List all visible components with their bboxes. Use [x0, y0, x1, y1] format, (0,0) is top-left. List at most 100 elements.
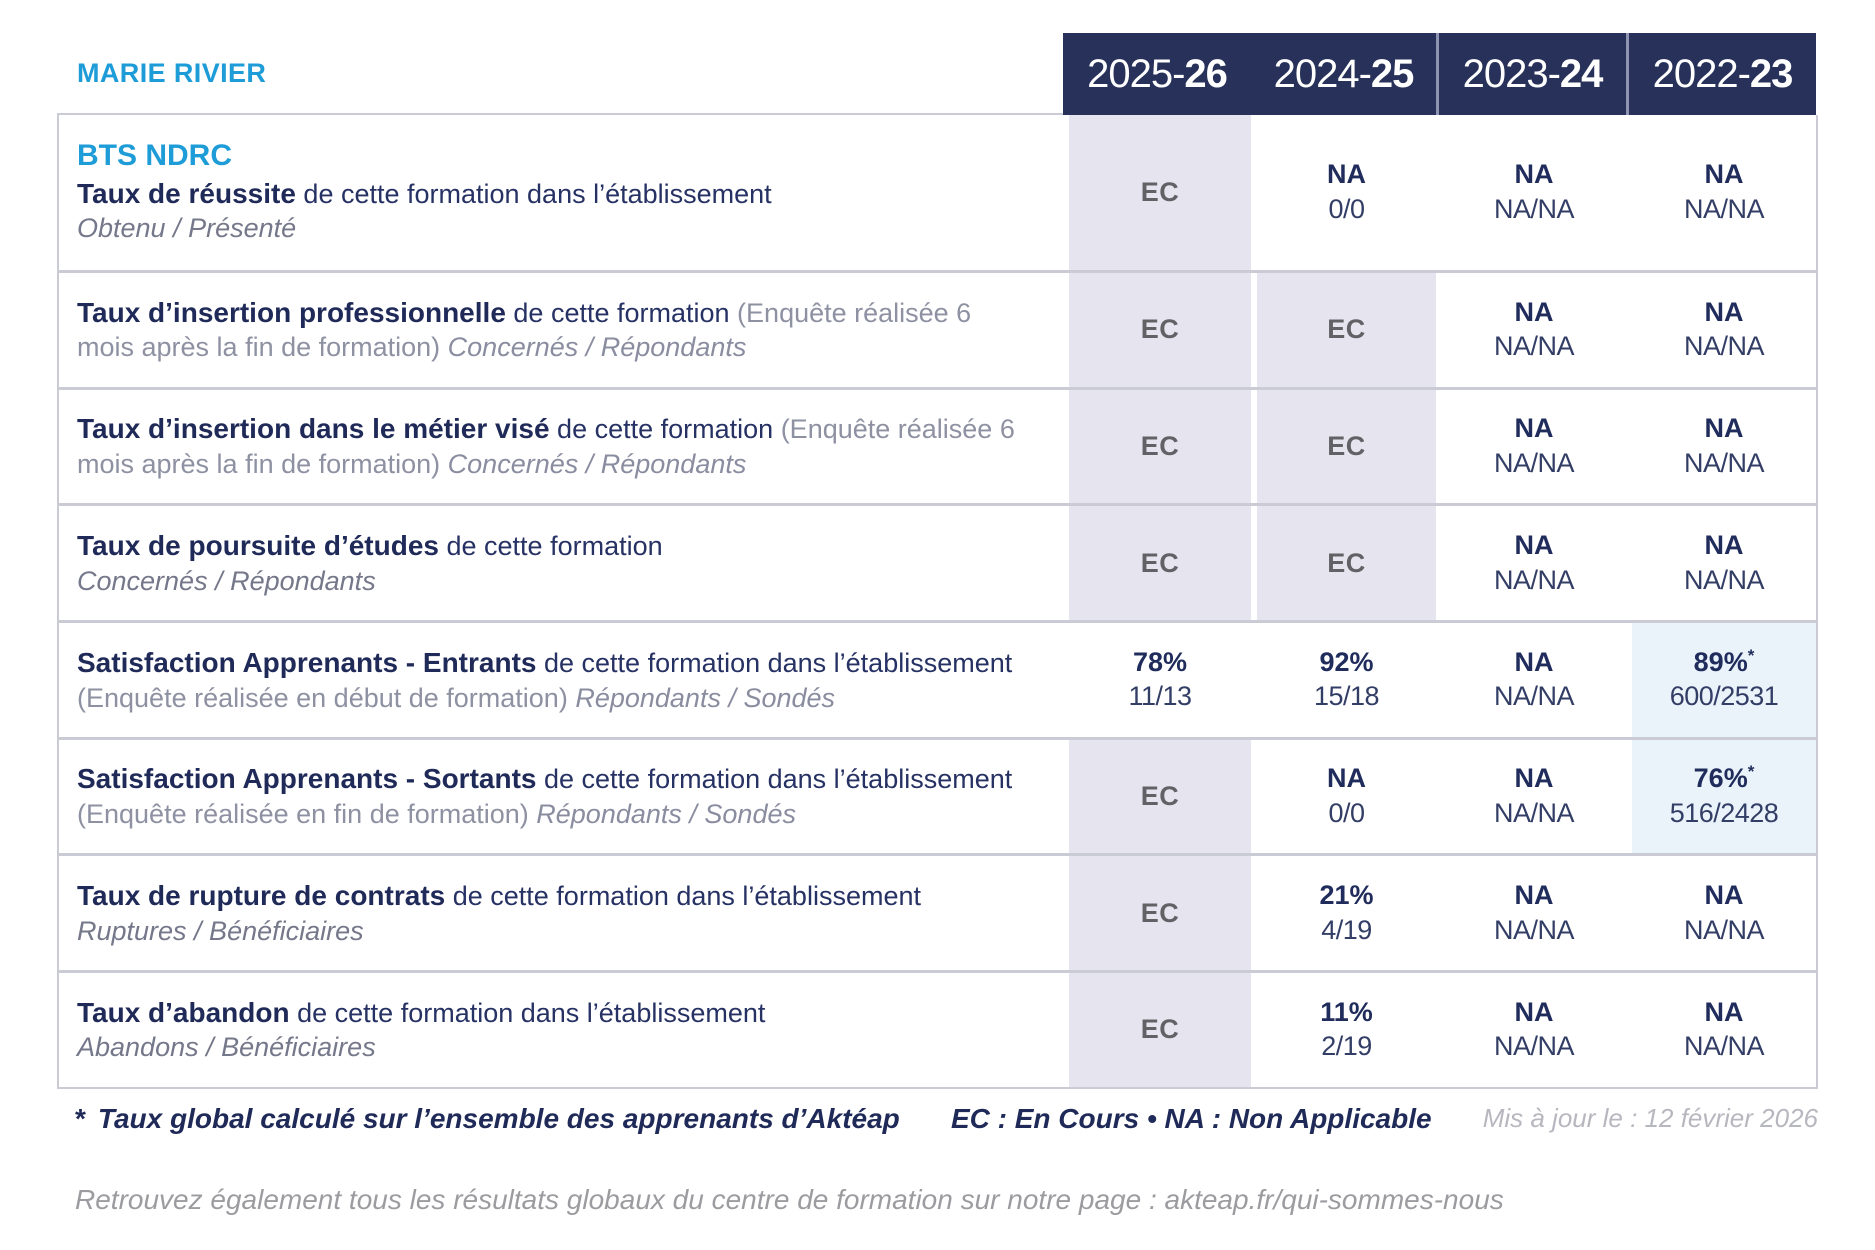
cell-main-value: NA [1514, 996, 1554, 1027]
header-spacer [57, 33, 1063, 115]
value-cell-2023-24: NA NA/NA [1436, 115, 1626, 270]
row-note: (Enquête réalisée 6 mois après la fin de… [77, 297, 972, 363]
value-cell-2022-23: NA NA/NA [1626, 273, 1816, 387]
row-label: Taux de poursuite d’études de cette form… [59, 506, 1063, 620]
value-cell-2025-26: EC [1063, 973, 1251, 1087]
row-subline: Abandons / Bénéficiaires [77, 1032, 376, 1063]
cell-main-value: NA [1514, 413, 1554, 444]
cell-sub-value: NA/NA [1493, 914, 1575, 945]
abbreviation-legend: EC : En Cours • NA : Non Applicable [950, 1103, 1432, 1134]
row-subline: Obtenu / Présenté [77, 213, 297, 244]
bottom-note: Retrouvez également tous les résultats g… [75, 1184, 1504, 1215]
cell-sub-value: NA/NA [1493, 681, 1575, 712]
asterisk: * [75, 1103, 86, 1134]
year-label-bold: 25 [1370, 51, 1414, 96]
star-footnote-text: Taux global calculé sur l’ensemble des a… [97, 1103, 900, 1134]
row-title-rest: de cette formation dans l’établissement [297, 997, 766, 1028]
cell-sub-value: NA/NA [1493, 564, 1575, 595]
row-label: Satisfaction Apprenants - Entrants de ce… [59, 623, 1063, 737]
ec-value: EC [1140, 177, 1180, 207]
value-cell-2025-26: EC [1063, 506, 1251, 621]
row-title: Satisfaction Apprenants - Entrants de ce… [77, 645, 1035, 715]
year-header-2023-24: 2023- 24 [1436, 33, 1626, 115]
row-title-bold: Taux d’insertion dans le métier visé [77, 413, 550, 445]
row-title-bold: Taux d’abandon [77, 996, 290, 1028]
value-cell-2024-25: EC [1251, 273, 1436, 387]
row-subline: Concernés / Répondants [77, 565, 376, 596]
ec-value: EC [1140, 1014, 1180, 1045]
row-title-rest: de cette formation [557, 414, 774, 445]
value-cell-2022-23: 76%* 516/2428 [1626, 739, 1816, 854]
row-note: (Enquête réalisée 6 mois après la fin de… [77, 414, 1015, 480]
row-label: Satisfaction Apprenants - Sortants de ce… [59, 740, 1063, 854]
cell-main-value: NA [1704, 996, 1744, 1027]
row-title-bold: Taux de poursuite d’études [77, 529, 439, 561]
cell-main-value: NA [1514, 763, 1554, 794]
value-cell-2023-24: NA NA/NA [1436, 739, 1626, 854]
year-header-2022-23: 2022- 23 [1626, 33, 1816, 115]
row-title: Taux d’insertion dans le métier visé de … [77, 411, 1035, 481]
row-title-rest: de cette formation dans l’établissement [544, 647, 1013, 678]
cell-main-value: NA [1704, 296, 1744, 327]
table-body: BTS NDRC Taux de réussite de cette forma… [57, 115, 1818, 1089]
ec-value: EC [1327, 547, 1366, 578]
table-row: Satisfaction Apprenants - Sortants de ce… [59, 736, 1816, 854]
cell-main-value: NA [1514, 530, 1554, 561]
value-cell-2023-24: NA NA/NA [1436, 389, 1626, 504]
cell-sub-value: 15/18 [1313, 681, 1380, 712]
value-cell-2022-23: NA NA/NA [1626, 115, 1816, 270]
cell-sub-value: 11/13 [1128, 681, 1192, 712]
footnote-row: * Taux global calculé sur l’ensemble des … [57, 1103, 1818, 1135]
row-title: Taux de réussite de cette formation dans… [77, 176, 1035, 212]
row-label: Taux d’insertion professionnelle de cett… [59, 273, 1063, 387]
table-row: Taux de poursuite d’études de cette form… [59, 503, 1816, 621]
row-title: Taux de poursuite d’études de cette form… [77, 528, 1035, 564]
cell-sub-value: NA/NA [1683, 331, 1765, 362]
ec-value: EC [1140, 781, 1180, 812]
value-cell-2024-25: 92% 15/18 [1251, 623, 1436, 737]
cell-sub-value: 0/0 [1328, 194, 1365, 224]
cell-sub-value: NA/NA [1493, 331, 1575, 362]
row-note: (Enquête réalisée en début de formation) [77, 682, 568, 713]
cell-sub-value: NA/NA [1493, 448, 1575, 479]
value-cell-2024-25: EC [1251, 389, 1436, 504]
row-title-rest: de cette formation [446, 530, 663, 561]
row-note: (Enquête réalisée en fin de formation) [77, 799, 529, 830]
cell-sub-value: NA/NA [1493, 194, 1575, 224]
row-title-rest: de cette formation dans l’établissement [452, 880, 921, 911]
year-label: 2025- [1087, 51, 1185, 96]
row-title-rest: de cette formation dans l’établissement [544, 764, 1013, 795]
cell-main-value: 21% [1319, 880, 1374, 911]
cell-main-value: NA [1514, 159, 1554, 190]
cell-sub-value: 4/19 [1321, 914, 1372, 945]
row-title-bold: Satisfaction Apprenants - Entrants [77, 646, 537, 678]
value-cell-2024-25: 11% 2/19 [1251, 973, 1436, 1087]
row-title: Satisfaction Apprenants - Sortants de ce… [77, 761, 1035, 831]
row-tail: Répondants / Sondés [536, 799, 796, 830]
ec-value: EC [1327, 314, 1366, 345]
row-label: Taux d’abandon de cette formation dans l… [59, 973, 1063, 1087]
star-footnote: * Taux global calculé sur l’ensemble des … [75, 1103, 900, 1135]
value-cell-2023-24: NA NA/NA [1436, 973, 1626, 1087]
row-title-bold: Taux de réussite [77, 177, 296, 209]
table-row: Taux d’abandon de cette formation dans l… [59, 970, 1816, 1087]
row-subline: Ruptures / Bénéficiaires [77, 915, 364, 946]
ec-value: EC [1140, 897, 1180, 928]
institution-title: MARIE RIVIER [77, 58, 267, 88]
year-label-bold: 23 [1749, 51, 1793, 96]
cell-sub-value: 516/2428 [1669, 798, 1779, 829]
year-label: 2023- [1462, 51, 1561, 96]
cell-sub-value: NA/NA [1493, 798, 1575, 829]
value-cell-2024-25: NA 0/0 [1251, 115, 1436, 270]
value-cell-2025-26: EC [1063, 389, 1251, 504]
ec-value: EC [1140, 547, 1180, 578]
star-marker: * [1747, 645, 1755, 665]
row-title: Taux de rupture de contrats de cette for… [77, 878, 1035, 914]
year-label: 2022- [1652, 51, 1751, 96]
table-row: BTS NDRC Taux de réussite de cette forma… [59, 115, 1816, 270]
year-label-bold: 26 [1184, 51, 1227, 96]
value-cell-2023-24: NA NA/NA [1436, 273, 1626, 387]
value-cell-2023-24: NA NA/NA [1436, 623, 1626, 737]
value-cell-2025-26: 78% 11/13 [1063, 623, 1251, 737]
results-table: 2025- 26 2024- 25 2023- 24 2022- 23 BTS NDRC… [57, 33, 1818, 1089]
